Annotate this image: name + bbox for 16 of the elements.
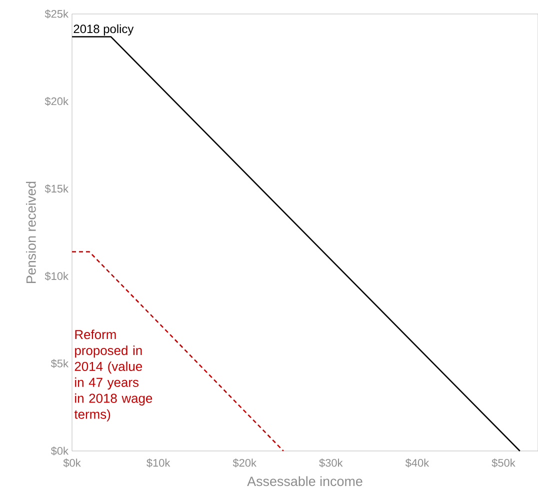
x-axis-title: Assessable income xyxy=(247,476,362,486)
y-tick-label: $15k xyxy=(44,184,69,194)
x-tick-label: $0k xyxy=(63,458,81,468)
y-tick-label: $25k xyxy=(44,10,69,18)
x-tick-label: $20k xyxy=(232,458,256,468)
y-tick-label: $5k xyxy=(50,359,69,368)
x-tick-label: $40k xyxy=(405,458,430,468)
series-label: 2018 policy xyxy=(74,24,134,36)
y-axis-title: Pension received xyxy=(26,182,36,283)
y-tick-label: $20k xyxy=(44,96,69,106)
x-tick-label: $10k xyxy=(146,458,170,468)
x-tick-label: $50k xyxy=(492,458,516,468)
x-tick-label: $30k xyxy=(319,458,343,468)
y-tick-label: $10k xyxy=(44,272,69,281)
series-label: Reform proposed in 2014 (value in 47 years in 2018 wage terms) xyxy=(74,330,152,422)
y-tick-label: $0k xyxy=(50,446,69,456)
